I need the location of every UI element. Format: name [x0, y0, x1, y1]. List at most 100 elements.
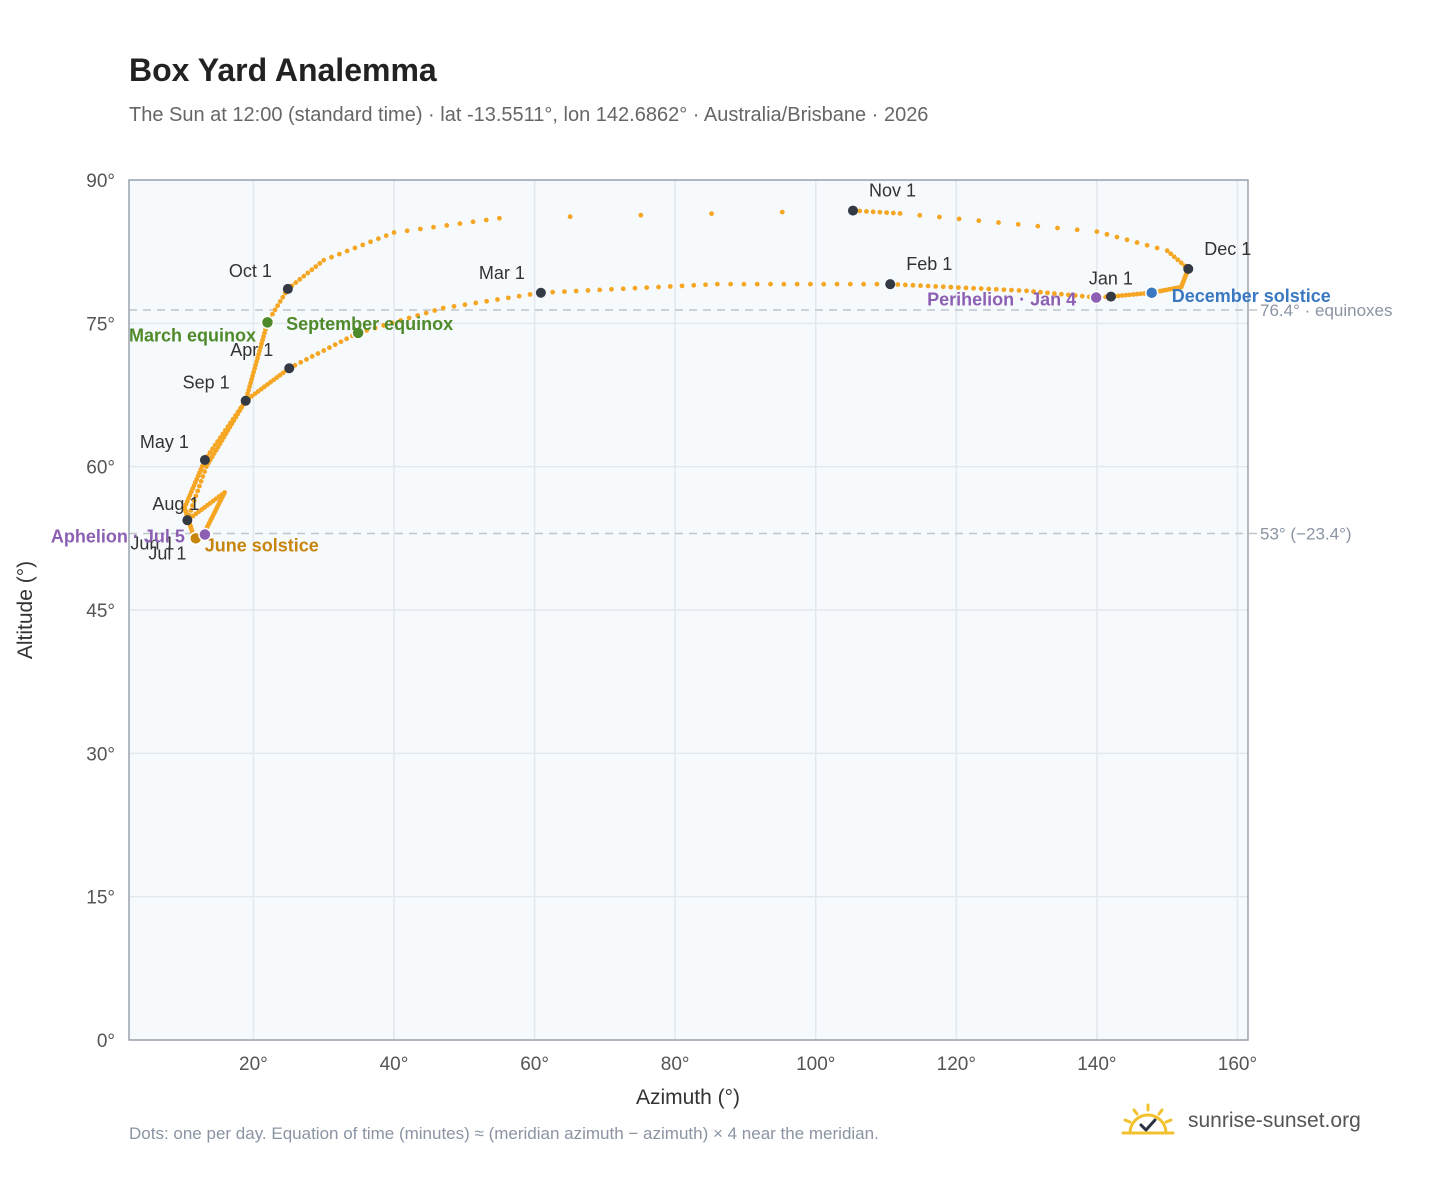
event-marker — [260, 315, 275, 330]
daily-dot — [1178, 260, 1184, 266]
daily-dot — [638, 212, 644, 218]
reference-line-label: 76.4° · equinoxes — [1260, 301, 1393, 320]
daily-dot — [497, 215, 502, 221]
daily-dot — [317, 261, 323, 266]
daily-dot — [940, 284, 946, 290]
daily-dot — [679, 283, 685, 289]
daily-dot — [834, 281, 840, 287]
x-tick-label: 60° — [520, 1054, 549, 1075]
daily-dot — [1094, 229, 1100, 235]
brand-link[interactable]: sunrise-sunset.org — [1120, 1103, 1361, 1139]
daily-dot — [857, 208, 863, 214]
daily-dot — [1104, 231, 1110, 237]
daily-dot — [986, 286, 992, 292]
daily-dot — [632, 285, 638, 291]
daily-dot — [890, 210, 896, 216]
daily-dot — [352, 245, 358, 251]
daily-dot — [1024, 288, 1029, 294]
daily-dot — [383, 233, 389, 239]
daily-dot — [996, 220, 1001, 225]
daily-dot — [336, 251, 342, 257]
daily-dot — [573, 288, 579, 294]
daily-dot — [1074, 227, 1080, 233]
daily-dot — [305, 270, 311, 276]
daily-dot — [978, 286, 984, 292]
month-marker-label: Jun 1 — [130, 533, 174, 553]
daily-dot — [1171, 254, 1177, 260]
daily-dots — [182, 208, 1191, 541]
reference-line-label: 53° (−23.4°) — [1260, 525, 1352, 544]
daily-dot — [309, 354, 315, 359]
event-label: Perihelion · Jan 4 — [927, 290, 1076, 310]
daily-dot — [754, 281, 760, 287]
event-marker — [1144, 286, 1159, 300]
daily-dot — [1031, 289, 1036, 294]
daily-dot — [415, 313, 421, 318]
reference-lines: 76.4° · equinoxes 53° (−23.4°) — [129, 301, 1393, 544]
daily-dot — [741, 281, 747, 287]
daily-dot — [332, 342, 338, 348]
daily-dot — [329, 254, 334, 260]
daily-dot — [864, 208, 869, 214]
event-label: June solstice — [205, 535, 319, 555]
y-tick-label: 90° — [86, 171, 115, 192]
daily-dot — [423, 310, 429, 316]
axis-ticks: 20° 40° 60° 80° 100° 120° 140° 160° 0° 15° 30° 45° 6… — [86, 171, 1257, 1075]
daily-dot — [948, 284, 954, 290]
daily-dot — [910, 282, 916, 288]
daily-dot — [897, 211, 903, 216]
daily-dot — [1138, 291, 1143, 297]
daily-dot — [691, 282, 697, 288]
daily-dot — [200, 473, 206, 479]
daily-dot — [874, 281, 880, 287]
daily-dot — [963, 285, 969, 291]
daily-dot — [821, 281, 827, 287]
daily-dot — [344, 248, 350, 254]
daily-dot — [198, 478, 204, 484]
daily-dot — [293, 280, 299, 285]
daily-dot — [644, 285, 650, 290]
daily-dot — [1072, 293, 1078, 298]
daily-dot — [431, 224, 436, 230]
daily-dot — [202, 469, 207, 474]
daily-dot — [1035, 223, 1041, 229]
daily-dot — [861, 281, 867, 287]
daily-dot — [918, 283, 923, 289]
daily-dot — [372, 325, 378, 331]
daily-dot — [956, 216, 962, 222]
daily-dot — [315, 351, 321, 356]
daily-dot — [381, 323, 387, 328]
daily-dot — [1164, 248, 1170, 254]
daily-dot — [483, 217, 489, 223]
daily-dot — [993, 286, 999, 292]
daily-dot — [902, 282, 908, 288]
daily-dot — [714, 281, 720, 287]
y-tick-label: 45° — [86, 601, 115, 622]
x-tick-label: 120° — [937, 1054, 976, 1075]
daily-dot — [550, 289, 556, 295]
month-marker — [182, 515, 193, 526]
y-tick-label: 15° — [86, 888, 115, 909]
daily-dot — [925, 283, 931, 289]
daily-dot — [1119, 293, 1125, 298]
event-marker — [198, 527, 212, 542]
daily-dot — [562, 289, 567, 295]
month-marker-label: Apr 1 — [230, 340, 273, 360]
daily-dot — [794, 281, 800, 287]
daily-dot — [432, 308, 438, 313]
daily-dot — [808, 281, 813, 287]
daily-dot — [768, 281, 773, 287]
daily-dot — [398, 318, 404, 323]
daily-dot — [272, 307, 278, 313]
y-tick-label: 75° — [86, 314, 115, 335]
daily-dot — [1079, 293, 1085, 299]
y-tick-label: 30° — [86, 744, 115, 765]
month-marker-label: Sep 1 — [183, 373, 230, 393]
daily-dot — [516, 293, 522, 299]
daily-dot — [1045, 290, 1050, 296]
month-marker-label: May 1 — [140, 432, 189, 452]
daily-dot — [344, 336, 350, 342]
daily-dot — [462, 302, 468, 308]
daily-dot — [567, 214, 573, 220]
